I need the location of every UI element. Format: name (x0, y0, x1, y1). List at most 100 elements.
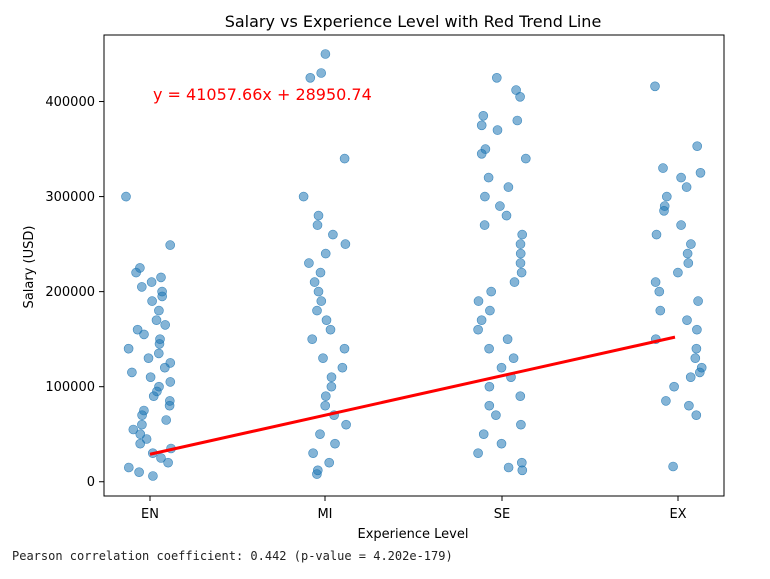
data-point (326, 381, 337, 392)
data-point (137, 419, 147, 430)
data-point (691, 410, 702, 421)
data-point (304, 258, 314, 268)
data-point (484, 400, 495, 411)
data-point (139, 329, 149, 340)
data-point (308, 448, 318, 459)
data-point (517, 229, 528, 240)
data-point (501, 210, 512, 221)
data-point (685, 372, 696, 383)
data-point (654, 286, 665, 297)
data-point (154, 348, 164, 359)
data-point (686, 239, 696, 249)
data-point (496, 362, 507, 373)
data-point (307, 334, 318, 345)
data-point (673, 267, 683, 278)
data-point (515, 239, 526, 249)
data-point (160, 320, 170, 330)
data-point (491, 410, 501, 421)
data-point (690, 353, 701, 364)
data-point (163, 457, 173, 468)
x-axis-label: Experience Level (358, 527, 469, 542)
data-point (148, 471, 158, 481)
data-point (165, 377, 176, 387)
data-point (123, 343, 134, 354)
data-point (682, 315, 692, 326)
data-point (154, 339, 165, 349)
data-point (324, 457, 335, 468)
data-point (156, 453, 166, 463)
data-point (502, 334, 513, 345)
data-point (164, 400, 175, 411)
data-point (134, 467, 144, 478)
data-point (121, 191, 131, 202)
data-point (305, 73, 316, 83)
data-point (484, 343, 494, 354)
data-point (508, 353, 519, 364)
data-point (483, 172, 494, 183)
data-point (669, 381, 679, 392)
data-point (145, 372, 156, 383)
data-point (517, 465, 528, 476)
data-point (156, 272, 166, 283)
y-tick-label: 100000 (45, 380, 95, 395)
data-point (650, 81, 660, 92)
data-point (684, 400, 694, 411)
data-point (491, 73, 502, 83)
data-point (658, 163, 668, 173)
data-point (661, 396, 671, 406)
y-tick-label: 200000 (45, 285, 95, 300)
data-point (316, 296, 327, 306)
data-point (512, 115, 523, 126)
data-point (682, 248, 693, 259)
data-point (478, 429, 489, 440)
data-point (151, 315, 162, 326)
data-point (480, 191, 490, 202)
data-point (473, 296, 484, 306)
data-point (135, 438, 145, 449)
data-point (131, 267, 141, 278)
data-point (473, 324, 483, 335)
x-tick-label: EN (141, 507, 159, 522)
data-point (318, 353, 328, 364)
plot-frame (103, 34, 725, 497)
data-point (520, 153, 531, 164)
data-point (313, 210, 324, 221)
data-point (341, 419, 351, 430)
data-point (141, 434, 152, 444)
data-point (676, 172, 686, 183)
y-tick-label: 400000 (45, 95, 95, 110)
data-point (316, 68, 327, 78)
data-point (496, 438, 507, 449)
data-point (328, 229, 338, 240)
data-point (476, 149, 487, 159)
data-point (492, 125, 503, 135)
data-point (315, 429, 325, 440)
data-point (160, 362, 170, 373)
data-point (340, 239, 351, 249)
data-point (147, 296, 157, 306)
data-point (694, 367, 705, 378)
y-tick-label: 300000 (45, 190, 95, 205)
data-point (691, 343, 702, 354)
data-point (325, 324, 336, 335)
data-point (476, 120, 487, 131)
data-point (655, 305, 666, 316)
data-point (132, 324, 143, 335)
data-point (315, 267, 326, 278)
data-point (484, 381, 495, 392)
scatter-points (121, 49, 707, 481)
x-tick-label: EX (669, 507, 686, 522)
y-tick-label: 0 (87, 475, 95, 490)
trend-line-group (149, 335, 676, 456)
trend-equation: y = 41057.66x + 28950.74 (153, 85, 372, 104)
x-tick-label: MI (317, 507, 332, 522)
data-point (320, 400, 331, 411)
data-point (659, 206, 669, 216)
axes: 0 100000 200000 300000 400000 EN MI SE EX (45, 34, 725, 522)
data-point (154, 305, 164, 316)
data-point (515, 248, 526, 259)
data-point (515, 258, 526, 268)
data-point (681, 182, 692, 192)
data-point (320, 248, 331, 259)
